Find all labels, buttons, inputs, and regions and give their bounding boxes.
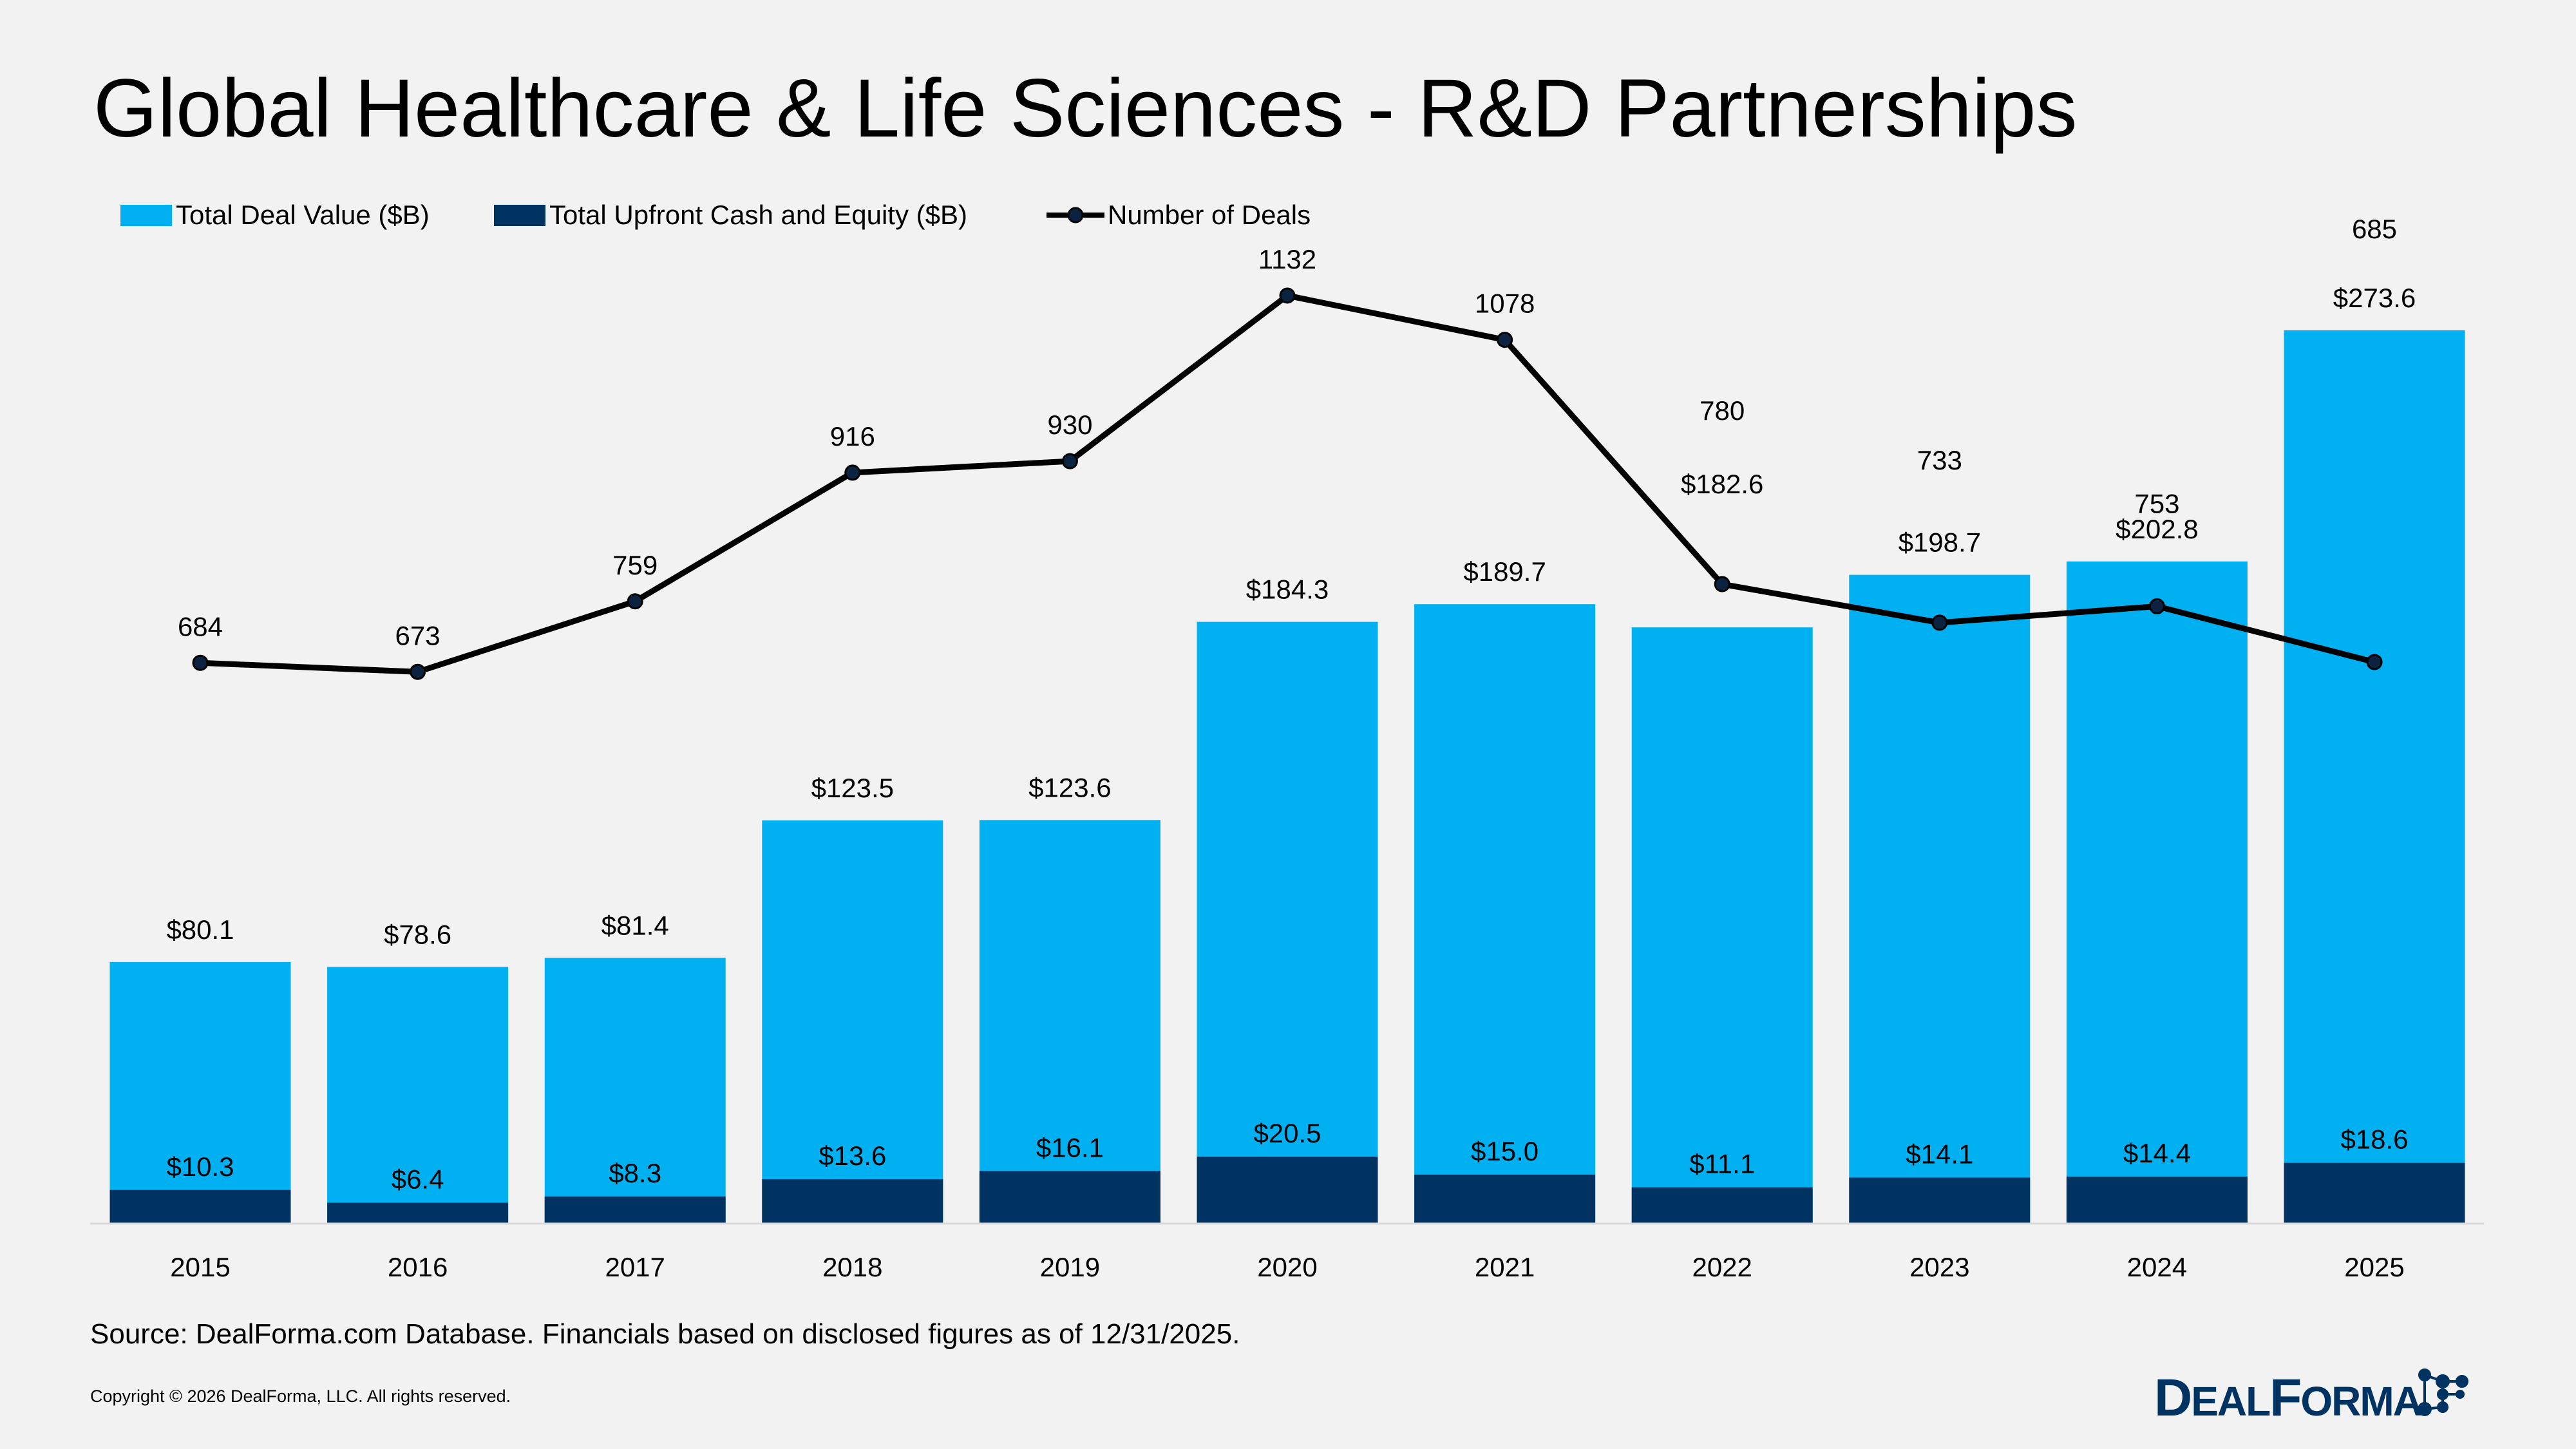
label-total-deal-value-2025: $273.6 <box>2333 283 2416 313</box>
x-tick-2016: 2016 <box>388 1252 448 1282</box>
label-upfront-2019: $16.1 <box>1036 1132 1104 1162</box>
label-upfront-2020: $20.5 <box>1253 1118 1321 1148</box>
label-deals-2024: 753 <box>2134 488 2179 518</box>
label-total-deal-value-2017: $81.4 <box>601 910 669 940</box>
label-total-deal-value-2018: $123.5 <box>811 773 894 803</box>
deals-marker-2017 <box>627 593 643 610</box>
bar-upfront-2020 <box>1197 1157 1378 1224</box>
bar-total-deal-value-2024 <box>2066 561 2248 1224</box>
label-deals-2015: 684 <box>178 611 223 641</box>
label-total-deal-value-2016: $78.6 <box>384 919 451 949</box>
label-deals-2018: 916 <box>830 421 875 451</box>
bar-upfront-2025 <box>2284 1162 2465 1224</box>
bar-total-deal-value-2018 <box>762 820 943 1224</box>
bar-upfront-2024 <box>2066 1176 2248 1224</box>
x-tick-2025: 2025 <box>2344 1252 2404 1282</box>
bar-upfront-2021 <box>1414 1174 1596 1224</box>
deals-marker-2022 <box>1714 576 1730 592</box>
bar-total-deal-value-2021 <box>1414 604 1596 1224</box>
deals-marker-2023 <box>1931 614 1948 631</box>
deals-marker-2015 <box>192 654 209 671</box>
legend-marker-deals <box>1067 207 1084 223</box>
bars <box>109 330 2465 1224</box>
label-deals-2016: 673 <box>395 620 440 650</box>
label-upfront-2022: $11.1 <box>1689 1149 1755 1179</box>
x-tick-2017: 2017 <box>605 1252 665 1282</box>
label-total-deal-value-2015: $80.1 <box>166 914 234 945</box>
bar-upfront-2018 <box>762 1179 943 1224</box>
logo-wordmark: DEALFORMA <box>2154 1368 2422 1427</box>
label-deals-2017: 759 <box>612 550 658 580</box>
label-upfront-2023: $14.1 <box>1906 1139 1973 1170</box>
deals-marker-2024 <box>2148 598 2165 614</box>
logo-network-icon <box>2418 1368 2468 1416</box>
bar-total-deal-value-2023 <box>1849 574 2031 1224</box>
deals-marker-2018 <box>844 464 861 481</box>
label-deals-2023: 733 <box>1917 445 1962 475</box>
x-tick-2018: 2018 <box>822 1252 882 1282</box>
bar-total-deal-value-2022 <box>1631 627 1813 1224</box>
label-deals-2022: 780 <box>1700 395 1745 426</box>
deals-marker-2025 <box>2366 654 2383 670</box>
source-note: Source: DealForma.com Database. Financia… <box>90 1318 1240 1350</box>
deals-marker-2021 <box>1497 332 1513 348</box>
bar-total-deal-value-2016 <box>327 967 509 1224</box>
label-upfront-2025: $18.6 <box>2340 1124 2408 1155</box>
x-tick-2015: 2015 <box>170 1252 230 1282</box>
deals-line <box>192 287 2383 680</box>
legend-swatch-upfront <box>494 205 545 226</box>
data-labels: $80.1 $10.3 684 $78.6 $6.4 673 $81.4 $8.3 759 $12… <box>166 214 2416 1195</box>
label-upfront-2021: $15.0 <box>1471 1136 1539 1166</box>
deals-marker-2019 <box>1061 453 1078 469</box>
label-deals-2019: 930 <box>1047 410 1092 440</box>
bar-total-deal-value-2017 <box>544 958 726 1224</box>
bar-upfront-2023 <box>1849 1177 2031 1224</box>
bar-upfront-2017 <box>544 1196 726 1224</box>
label-deals-2020: 1132 <box>1258 244 1316 274</box>
label-upfront-2015: $10.3 <box>166 1151 234 1182</box>
bar-total-deal-value-2019 <box>979 820 1160 1224</box>
bar-total-deal-value-2020 <box>1197 621 1378 1224</box>
x-axis-ticks: 2015 2016 2017 2018 2019 2020 2021 2022 2023 2024… <box>170 1252 2404 1282</box>
bar-upfront-2016 <box>327 1202 509 1224</box>
label-deals-2021: 1078 <box>1475 289 1535 319</box>
label-upfront-2024: $14.4 <box>2123 1138 2191 1168</box>
legend-swatch-total-deal-value <box>120 205 172 226</box>
label-total-deal-value-2019: $123.6 <box>1028 772 1111 802</box>
label-total-deal-value-2022: $182.6 <box>1681 469 1763 499</box>
x-tick-2019: 2019 <box>1040 1252 1100 1282</box>
x-tick-2021: 2021 <box>1475 1252 1535 1282</box>
x-tick-2022: 2022 <box>1692 1252 1752 1282</box>
legend: Total Deal Value ($B) Total Upfront Cash… <box>120 200 1311 230</box>
legend-label-upfront: Total Upfront Cash and Equity ($B) <box>549 200 967 230</box>
bar-upfront-2022 <box>1631 1187 1813 1224</box>
bar-total-deal-value-2025 <box>2284 330 2465 1224</box>
copyright: Copyright © 2026 DealForma, LLC. All rig… <box>90 1387 511 1406</box>
label-upfront-2016: $6.4 <box>392 1164 444 1195</box>
label-total-deal-value-2020: $184.3 <box>1246 574 1329 605</box>
bar-upfront-2019 <box>979 1171 1160 1224</box>
label-total-deal-value-2023: $198.7 <box>1899 527 1981 558</box>
dealforma-logo: DEALFORMA <box>2154 1368 2468 1427</box>
bar-upfront-2015 <box>109 1189 291 1224</box>
label-total-deal-value-2024: $202.8 <box>2116 514 2198 544</box>
chart-title: Global Healthcare & Life Sciences - R&D … <box>93 62 2078 155</box>
label-upfront-2017: $8.3 <box>609 1158 661 1188</box>
x-tick-2020: 2020 <box>1257 1252 1317 1282</box>
deals-marker-2016 <box>410 663 426 680</box>
legend-label-total-deal-value: Total Deal Value ($B) <box>176 200 430 230</box>
label-deals-2025: 685 <box>2352 214 2397 244</box>
deals-marker-2020 <box>1279 287 1296 304</box>
x-tick-2024: 2024 <box>2127 1252 2187 1282</box>
label-total-deal-value-2021: $189.7 <box>1463 556 1546 587</box>
legend-label-deals: Number of Deals <box>1108 200 1311 230</box>
x-tick-2023: 2023 <box>1909 1252 1969 1282</box>
bar-total-deal-value-2015 <box>109 961 291 1224</box>
label-upfront-2018: $13.6 <box>819 1141 886 1171</box>
